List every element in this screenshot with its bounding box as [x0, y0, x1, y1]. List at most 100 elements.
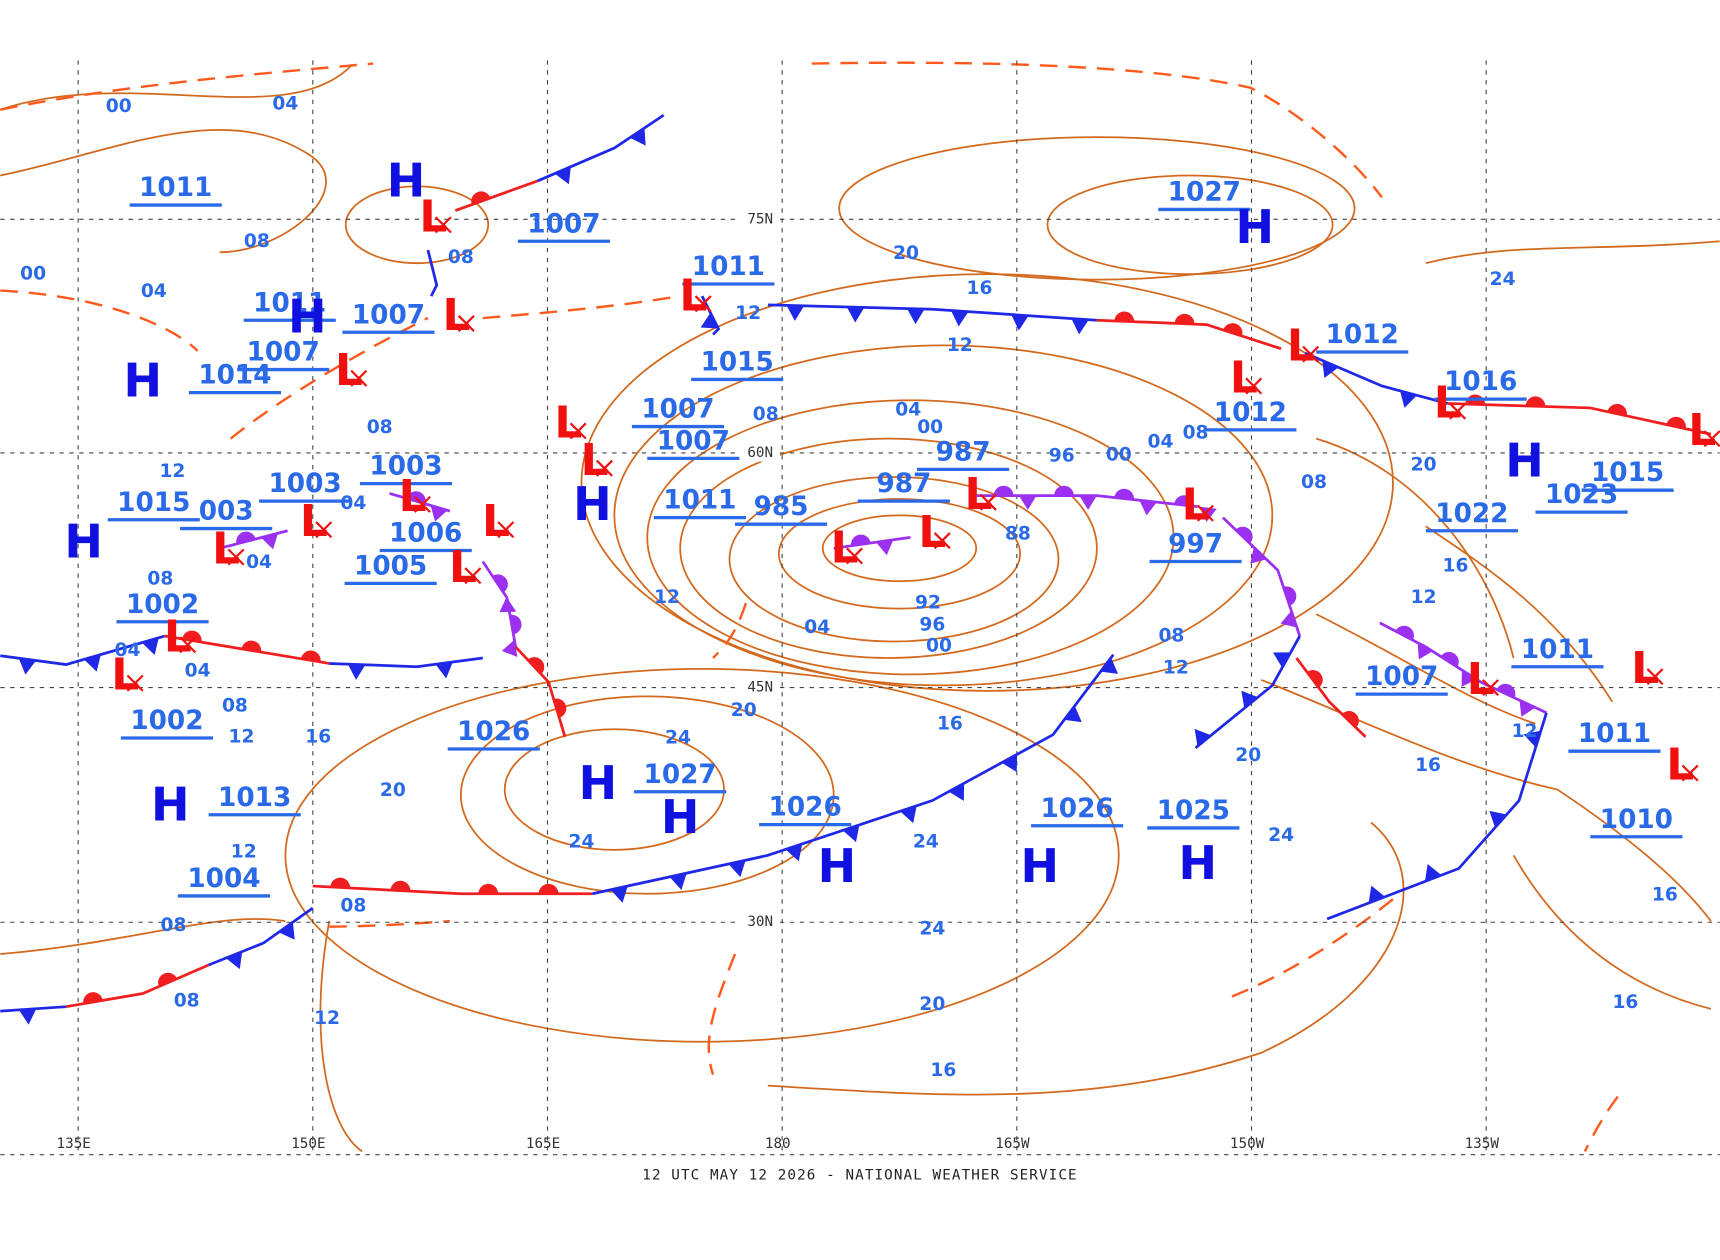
occluded-front-symbol	[1417, 642, 1434, 660]
low-position-mark	[1245, 377, 1263, 395]
isobar	[728, 476, 1060, 643]
central-pressure: 1023	[1545, 480, 1618, 510]
isobar-label: 08	[244, 231, 270, 252]
front-line	[1326, 712, 1548, 921]
occluded-front-symbol	[1519, 700, 1536, 717]
central-pressure: 1011	[692, 252, 765, 282]
front-line	[592, 653, 1115, 896]
isobar-label: 08	[367, 417, 393, 438]
high-center: H	[151, 778, 190, 832]
high-center: H	[387, 154, 426, 208]
low-center: L	[419, 191, 447, 242]
central-pressure: 985	[754, 492, 809, 522]
low-position-mark	[179, 636, 197, 654]
isobar	[459, 695, 835, 895]
central-pressure: 1012	[1214, 398, 1287, 428]
central-pressure: 1011	[1578, 719, 1651, 749]
central-pressure: 1007	[657, 426, 730, 456]
low-position-mark	[315, 521, 333, 539]
isobar	[613, 344, 1274, 687]
low-position-mark	[694, 295, 712, 313]
central-pressure: 1015	[701, 347, 774, 377]
isobar-label: 16	[1612, 992, 1638, 1013]
low-position-mark	[569, 422, 587, 440]
isobar-label: 24	[1490, 269, 1516, 290]
low-position-mark	[1681, 764, 1699, 782]
latitude-label: 45N	[747, 680, 773, 696]
low-center: L	[164, 611, 192, 662]
occluded-front-symbol	[1440, 651, 1459, 668]
isobar-label: 20	[731, 700, 757, 721]
occluded-front-symbol	[1079, 495, 1097, 510]
cold-front-symbol	[1273, 652, 1291, 668]
front-line	[833, 535, 911, 550]
central-pressure: 1011	[253, 288, 326, 318]
front-line	[537, 114, 665, 183]
low-center: L	[111, 650, 139, 701]
isobar-label: 08	[753, 404, 779, 425]
low-position-mark	[1196, 504, 1214, 522]
warm-front-symbol	[1114, 311, 1135, 322]
trough	[482, 294, 681, 320]
central-pressure: 1006	[389, 519, 462, 549]
isobar-label: 08	[174, 991, 200, 1012]
low-position-mark	[457, 315, 475, 332]
warm-front-symbol	[1223, 323, 1243, 337]
warm-front-symbol	[330, 877, 351, 888]
isobar	[1315, 613, 1536, 725]
low-center: L	[1666, 740, 1694, 791]
occluded-front-symbol	[993, 485, 1014, 496]
trough	[329, 919, 450, 928]
low-center: L	[1688, 405, 1716, 456]
isobar-label: 20	[1235, 745, 1261, 766]
central-pressure: 1015	[117, 488, 190, 518]
isobar-label: 16	[967, 278, 993, 299]
occluded-front-symbol	[1174, 495, 1194, 507]
low-center: L	[1182, 480, 1210, 531]
low-position-mark	[1449, 402, 1467, 420]
front-line	[1096, 318, 1282, 351]
isobar-label: 04	[340, 493, 366, 514]
warm-front-symbol	[1607, 403, 1627, 416]
isobar	[1315, 437, 1515, 659]
occluded-front-symbol	[1250, 547, 1267, 564]
central-pressure: 003	[199, 497, 254, 527]
isobar-label: 04	[141, 281, 167, 302]
warm-front-symbol	[1306, 670, 1323, 688]
isobar-label: 16	[1415, 755, 1441, 776]
isobar	[777, 498, 1021, 610]
cold-front-symbol	[1071, 318, 1089, 335]
cold-front-symbol	[786, 305, 805, 321]
front-line	[426, 249, 439, 297]
isobar-label: 24	[919, 918, 945, 939]
isobar	[646, 399, 1175, 676]
fronts	[0, 114, 1712, 1025]
occluded-front-symbol	[499, 597, 517, 613]
cold-front-symbol	[225, 951, 243, 970]
cold-front-symbol	[846, 306, 865, 323]
low-position-mark	[350, 369, 368, 387]
isobar	[344, 185, 490, 265]
isobar-label: 12	[231, 842, 257, 863]
low-position-mark	[979, 493, 997, 511]
central-pressure: 1026	[769, 793, 842, 823]
central-pressure: 997	[1168, 530, 1223, 560]
labels: 135E 150E 165E 180 165W 150W 135W 75N 60N 45N 30N 1…	[20, 94, 1720, 1152]
central-pressure: 1007	[527, 209, 600, 239]
low-position-mark	[1482, 679, 1499, 697]
central-pressure: 1026	[457, 717, 530, 747]
isobar-label: 08	[340, 895, 366, 916]
low-center: L	[554, 397, 582, 448]
warm-front-symbol	[241, 640, 262, 653]
central-pressure: 1003	[369, 452, 442, 482]
front-line	[0, 1005, 67, 1013]
cold-front-symbol	[435, 661, 453, 679]
isobar-label: 08	[1301, 472, 1327, 493]
low-position-mark	[1703, 430, 1720, 448]
low-position-mark	[1302, 345, 1320, 363]
cold-front-symbol	[1194, 728, 1212, 747]
cold-front-symbol	[18, 658, 37, 675]
isobar-label: 16	[1442, 555, 1468, 576]
isobar-label: 04	[115, 640, 141, 661]
label-bg	[740, 444, 780, 462]
